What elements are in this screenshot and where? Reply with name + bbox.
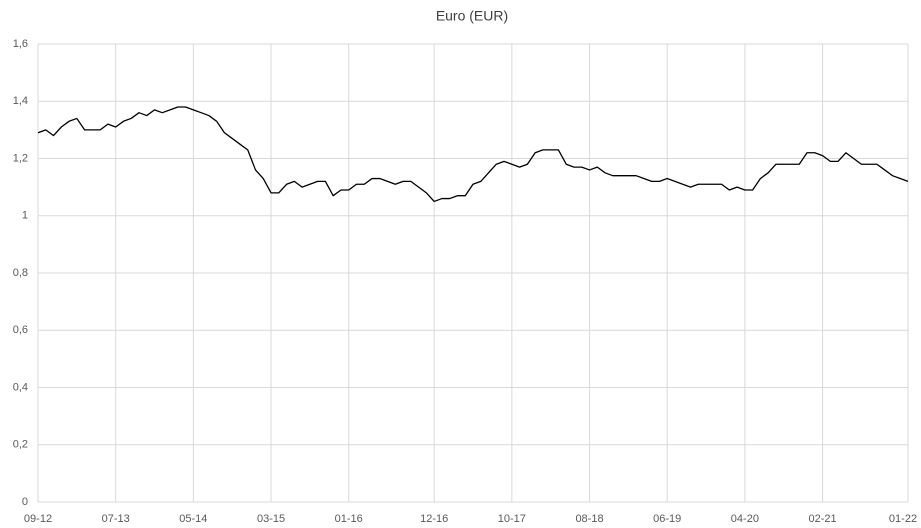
x-tick-label: 03-15 bbox=[257, 513, 285, 525]
y-tick-label: 1,6 bbox=[13, 38, 28, 50]
y-tick-label: 1,2 bbox=[13, 152, 28, 164]
y-tick-label: 1 bbox=[22, 210, 28, 222]
x-tick-label: 01-16 bbox=[335, 513, 363, 525]
y-tick-label: 0,2 bbox=[13, 439, 28, 451]
y-tick-label: 0,8 bbox=[13, 267, 28, 279]
x-tick-label: 05-14 bbox=[179, 513, 207, 525]
x-tick-label: 01-22 bbox=[889, 513, 917, 525]
chart-title: Euro (EUR) bbox=[436, 8, 508, 24]
x-tick-label: 07-13 bbox=[102, 513, 130, 525]
y-tick-label: 0,6 bbox=[13, 324, 28, 336]
y-tick-label: 0,4 bbox=[13, 381, 28, 393]
y-tick-label: 0 bbox=[22, 496, 28, 508]
x-tick-label: 09-12 bbox=[24, 513, 52, 525]
line-series bbox=[37, 106, 909, 203]
x-tick-label: 10-17 bbox=[498, 513, 526, 525]
x-tick-label: 08-18 bbox=[575, 513, 603, 525]
x-tick-label: 12-16 bbox=[420, 513, 448, 525]
y-tick-label: 1,4 bbox=[13, 95, 28, 107]
x-tick-label: 02-21 bbox=[808, 513, 836, 525]
x-tick-label: 06-19 bbox=[653, 513, 681, 525]
x-tick-label: 04-20 bbox=[731, 513, 759, 525]
